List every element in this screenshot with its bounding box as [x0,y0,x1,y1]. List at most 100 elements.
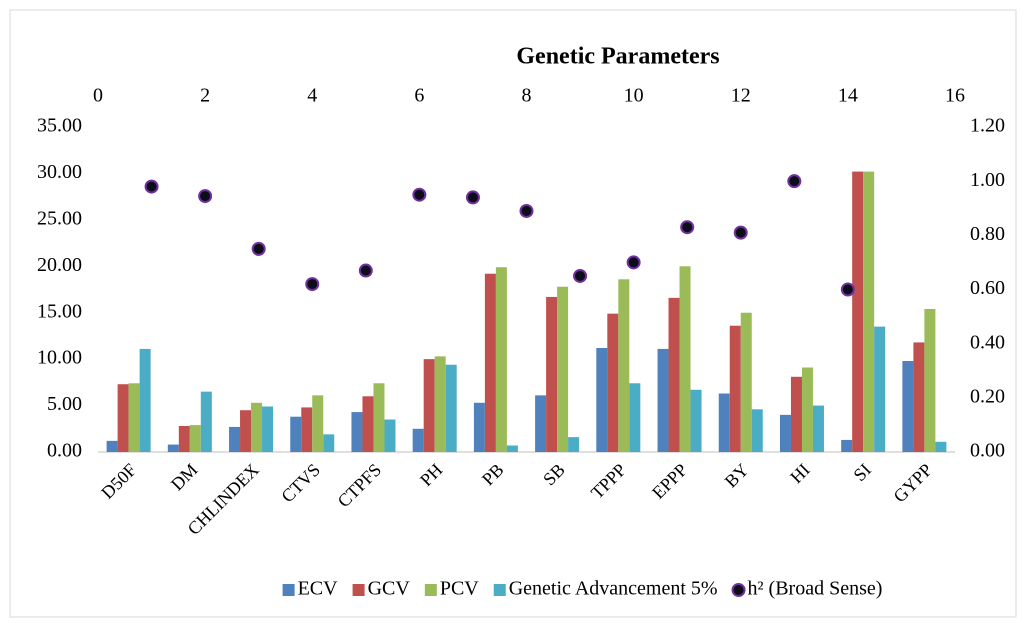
point [358,263,373,278]
bar [495,267,507,452]
bar [301,407,313,452]
bar [935,441,947,452]
x2-tick-label: 4 [307,85,317,107]
y-tick-label: 30.00 [37,161,82,183]
bar [812,405,824,452]
point [465,190,480,205]
bar [434,356,446,452]
bar [423,359,435,452]
point [733,225,748,240]
bar [913,342,925,452]
bar [740,312,752,452]
point [840,282,855,297]
bar [841,439,853,452]
x2-tick-label: 8 [522,85,532,107]
y2-tick-label: 0.20 [970,385,1005,407]
bar [790,376,802,452]
bar [801,367,813,452]
bar [229,426,241,452]
bar [473,402,485,452]
y2-tick-label: 1.20 [970,115,1005,137]
bar [312,395,324,452]
bar [679,266,691,452]
bar [200,391,212,452]
x2-tick-label: 16 [945,85,965,107]
bar [629,383,641,452]
legend-marker [731,583,746,597]
y-tick-label: 10.00 [37,347,82,369]
y-tick-label: 15.00 [37,300,82,322]
legend-label: GCV [368,578,411,600]
point [412,187,427,202]
bar [668,297,680,452]
y-tick-label: 20.00 [37,254,82,276]
x2-tick-label: 6 [414,85,424,107]
point [626,255,641,270]
legend-label: h² (Broad Sense) [748,578,883,600]
legend-swatch [424,584,437,596]
legend-swatch [352,584,365,596]
bar [178,426,190,452]
point [144,179,159,194]
bar [852,171,864,453]
y-tick-label: 35.00 [37,115,82,137]
bar [924,309,936,452]
y2-tick-label: 0.80 [970,223,1005,245]
bar [874,326,886,452]
chart-frame [9,9,1017,618]
point [251,241,266,256]
bar [557,286,569,452]
x2-tick-label: 10 [624,85,644,107]
y2-tick-label: 0.60 [970,277,1005,299]
y2-tick-label: 1.00 [970,169,1005,191]
bar [506,445,518,452]
bar [189,425,201,452]
point [305,277,320,292]
bar [290,416,302,452]
bar [128,383,140,452]
bar [607,313,619,452]
x2-tick-label: 12 [731,85,751,107]
bar [902,361,914,452]
bar [618,279,630,452]
point [680,220,695,235]
bar [690,389,702,452]
legend-label: PCV [440,578,479,600]
bar [535,395,547,452]
bar [262,406,274,452]
bar [373,383,385,452]
bar [751,409,763,452]
bar [657,348,669,452]
bar [362,396,374,452]
point [573,268,588,283]
x2-tick-label: 0 [93,85,103,107]
x2-tick-label: 14 [838,85,858,107]
bar [139,348,151,452]
y-tick-label: 25.00 [37,207,82,229]
point [198,189,213,204]
x2-tick-label: 2 [200,85,210,107]
y-tick-label: 5.00 [47,393,82,415]
bar [251,402,263,452]
bar [240,410,252,452]
bar [546,296,558,452]
bar [106,440,118,452]
y-tick-label: 0.00 [47,440,82,462]
bar [729,325,741,452]
bar [568,437,580,452]
bar [351,412,363,452]
bar [484,273,496,452]
bar [384,419,396,452]
bar [167,444,179,452]
bar [117,384,129,452]
legend-label: ECV [298,578,339,600]
bar [412,428,424,452]
legend-label: Genetic Advancement 5% [509,578,718,600]
legend-swatch [282,584,295,596]
bar [718,393,730,452]
bar [323,434,335,452]
bar [596,348,608,452]
y2-tick-label: 0.00 [970,440,1005,462]
y2-tick-label: 0.40 [970,331,1005,353]
